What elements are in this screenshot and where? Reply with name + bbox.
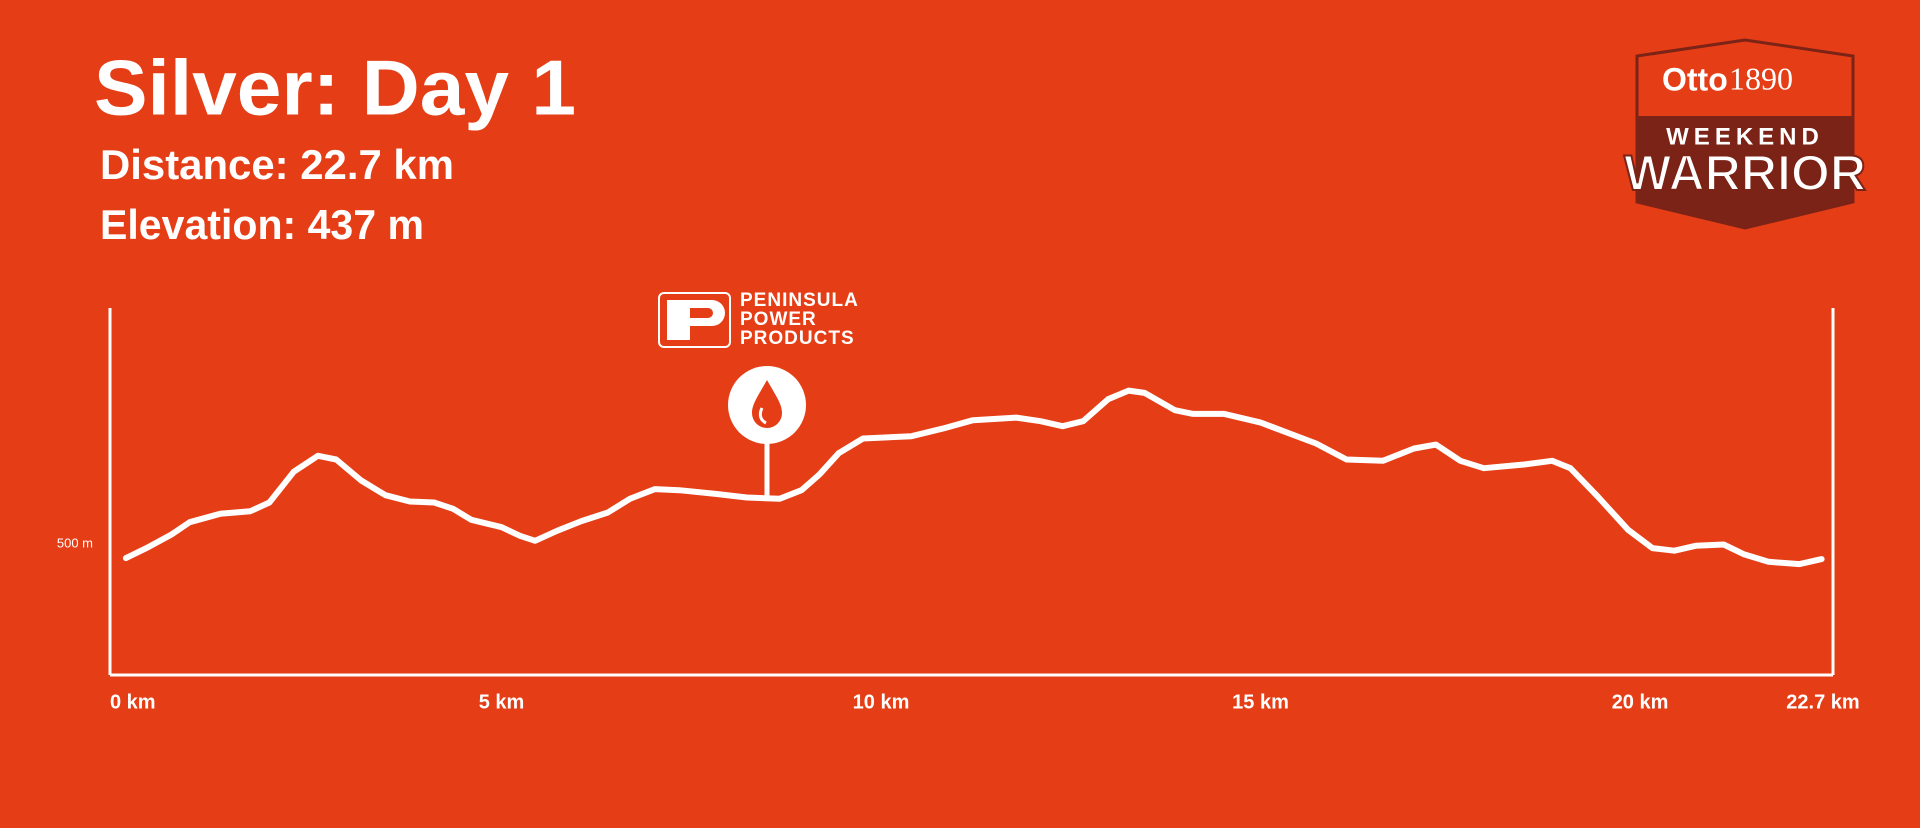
distance: Distance: 22.7 km	[100, 141, 454, 188]
sponsor-icon	[667, 300, 725, 340]
event-logo: Otto 1890 WEEKEND WARRIOR	[1623, 38, 1867, 230]
elevation: Elevation: 437 m	[100, 201, 424, 248]
y-tick-label: 500 m	[57, 535, 93, 550]
x-tick-label: 22.7 km	[1786, 691, 1859, 713]
x-tick-label: 0 km	[110, 691, 156, 713]
chart-title: Silver: Day 1	[94, 44, 576, 132]
brand: Otto	[1662, 61, 1728, 97]
x-tick-label: 15 km	[1232, 691, 1289, 713]
sponsor-logo: PENINSULA POWER PRODUCTS	[658, 290, 859, 349]
brand-year: 1890	[1729, 60, 1793, 96]
sponsor-line: PENINSULA	[740, 290, 859, 311]
water-station	[728, 366, 806, 497]
sponsor-line: POWER	[740, 309, 817, 330]
x-tick-label: 5 km	[479, 691, 525, 713]
event-top: WEEKEND	[1666, 123, 1824, 150]
drop-shine	[758, 407, 767, 425]
x-tick-label: 10 km	[853, 691, 910, 713]
x-tick-label: 20 km	[1612, 691, 1669, 713]
shield-band	[1637, 116, 1853, 228]
sponsor-box	[658, 292, 731, 348]
plot: 500 m 0 km 5 km 10 km 15 km 20 km 22.7 km	[57, 308, 1860, 713]
sponsor-line: PRODUCTS	[740, 328, 855, 349]
event-main: WARRIOR	[1624, 145, 1866, 201]
elevation-line	[122, 387, 1825, 568]
